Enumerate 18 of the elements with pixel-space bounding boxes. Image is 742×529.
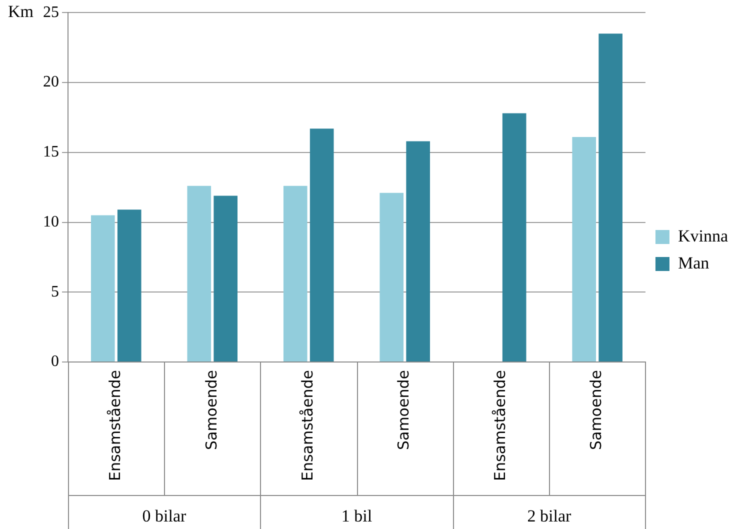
y-tick-label: 0: [51, 353, 59, 370]
y-tick-label: 25: [43, 4, 59, 21]
x-tick-label: Ensamstående: [490, 370, 509, 482]
text: 1 bil: [341, 506, 372, 526]
x-tick-label: Samoende: [394, 370, 413, 450]
y-tick-label: 15: [43, 144, 59, 161]
x-tick-label: Ensamstående: [106, 370, 124, 482]
y-tick-label: 10: [43, 213, 59, 230]
y-axis-title: Km: [8, 2, 34, 22]
text: 2 bilar: [527, 506, 572, 526]
y-tick-label: 20: [43, 74, 59, 91]
x-tick-label: Samoende: [202, 370, 220, 450]
legend-label: Kvinna: [678, 226, 728, 246]
x-tick-label: Ensamstående: [298, 370, 316, 482]
legend-label: Man: [678, 253, 710, 272]
x-tick-label: Samoende: [587, 370, 606, 450]
text: 0 bilar: [142, 506, 187, 526]
y-tick-label: 5: [51, 283, 59, 300]
